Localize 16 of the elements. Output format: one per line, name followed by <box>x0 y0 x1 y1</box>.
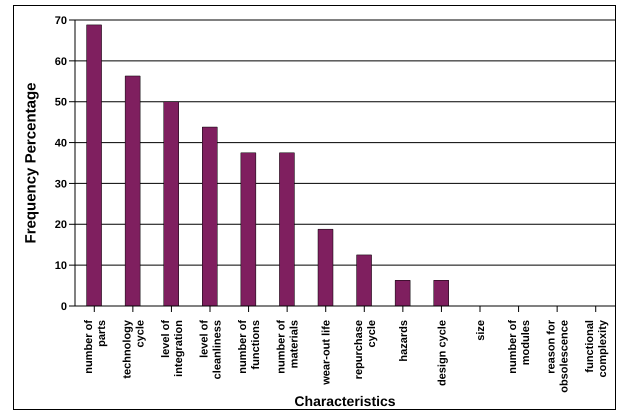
y-tick-label: 10 <box>54 260 67 272</box>
y-axis-title: Frequency Percentage <box>22 82 40 244</box>
y-tick-label: 70 <box>54 14 67 27</box>
x-tick-label: repurchase cycle <box>352 320 378 380</box>
x-tick-label: size <box>475 320 487 341</box>
y-tick-label: 30 <box>54 178 67 190</box>
y-tick-label: 60 <box>54 56 67 68</box>
y-tick-label: 20 <box>54 219 67 232</box>
x-tick-label: design cycle <box>436 320 448 386</box>
y-tick-label: 40 <box>54 137 67 150</box>
x-tick-label: number of parts <box>82 320 108 374</box>
y-tick-label: 0 <box>60 300 67 313</box>
x-tick-label: hazards <box>398 320 410 362</box>
y-tick-label: 50 <box>54 96 67 109</box>
x-axis-title: Characteristics <box>294 393 396 409</box>
x-tick-label: wear-out life <box>320 320 333 386</box>
